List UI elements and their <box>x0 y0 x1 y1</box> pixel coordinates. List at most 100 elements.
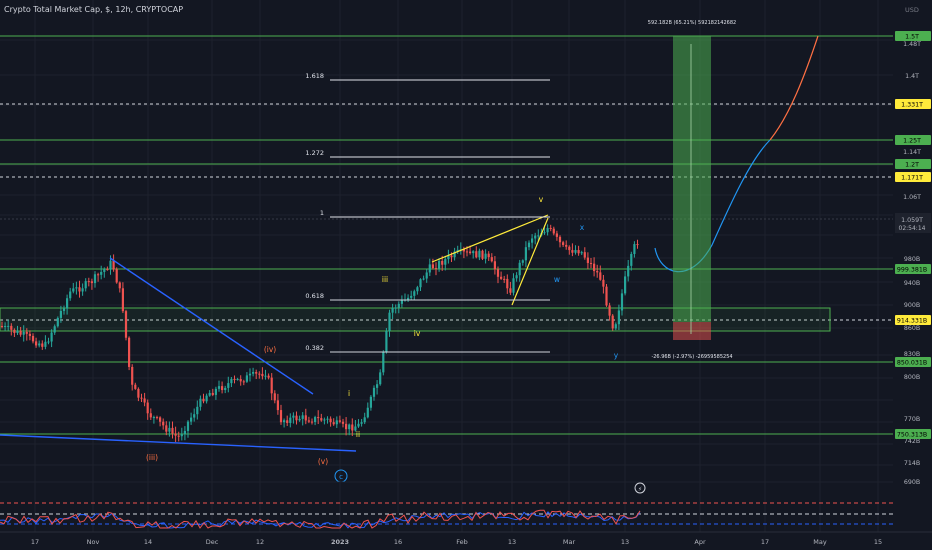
price-tag <box>895 315 931 325</box>
candle-body <box>152 417 155 419</box>
candle-body <box>369 396 372 408</box>
candle-body <box>422 278 425 280</box>
candle-body <box>571 250 574 253</box>
profit-zone <box>673 36 711 322</box>
wave-label-y: y <box>614 351 619 360</box>
candle-body <box>273 393 276 401</box>
candle-body <box>0 326 4 327</box>
candle-body <box>112 260 115 270</box>
candle-body <box>552 228 555 234</box>
candle-body <box>413 291 416 296</box>
candle-body <box>329 418 332 423</box>
candle-body <box>397 303 400 308</box>
candle-body <box>596 271 599 273</box>
lightning-glyph: ⚡ <box>638 486 642 493</box>
candle-body <box>261 373 264 377</box>
rsi-line <box>0 509 641 529</box>
candle-body <box>242 381 245 383</box>
price-tick: 742B <box>904 438 920 445</box>
wave-label-w: w <box>554 275 560 284</box>
candle-body <box>565 244 568 247</box>
candle-body <box>72 288 75 292</box>
candle-body <box>276 400 279 411</box>
candle-body <box>279 410 283 423</box>
price-tag <box>895 264 931 274</box>
candle-body <box>441 260 444 265</box>
candle-body <box>549 227 552 229</box>
candle-body <box>326 418 329 420</box>
candle-body <box>620 293 624 311</box>
candle-body <box>255 372 258 374</box>
candle-body <box>447 255 450 260</box>
date-tick: 2023 <box>331 538 349 546</box>
candle-body <box>146 402 149 414</box>
wave-label-x: x <box>580 223 585 232</box>
candle-body <box>35 341 38 346</box>
candle-body <box>428 264 431 273</box>
loss-zone <box>673 322 711 340</box>
candle-body <box>155 417 159 419</box>
candle-body <box>503 278 506 280</box>
price-tick: 1.4T <box>905 73 919 80</box>
price-tick: 940B <box>904 280 920 287</box>
candle-body <box>472 251 475 254</box>
candle-body <box>118 282 121 289</box>
candle-body <box>438 260 441 269</box>
candle-body <box>62 308 66 311</box>
candle-body <box>515 275 518 279</box>
candle-body <box>78 287 81 292</box>
projection-path-red <box>769 35 819 141</box>
price-tag-label: 850.031B <box>897 360 927 367</box>
candle-body <box>335 420 338 425</box>
candle-body <box>100 271 103 275</box>
date-tick: 12 <box>256 538 264 546</box>
candle-body <box>332 422 335 425</box>
wedge-line-upper <box>431 214 549 263</box>
price-tick: 714B <box>904 460 920 467</box>
candle-body <box>351 424 354 431</box>
candle-body <box>562 242 565 245</box>
candle-body <box>577 250 580 254</box>
candle-body <box>531 238 534 243</box>
candle-body <box>186 421 190 431</box>
price-tag-label: 1.25T <box>903 138 921 145</box>
fib-label: 0.618 <box>305 292 324 300</box>
candle-body <box>221 386 224 391</box>
price-axis[interactable]: USD1.48T1.4T1.3T1.14T1.1T1.06T1.02T980B9… <box>893 0 932 532</box>
candle-body <box>509 288 512 293</box>
candle-body <box>357 423 360 427</box>
candle-body <box>165 425 168 432</box>
candle-body <box>636 244 639 246</box>
candle-body <box>410 295 413 298</box>
candle-body <box>521 260 524 263</box>
candle-body <box>13 329 16 334</box>
candle-body <box>224 387 227 391</box>
wave-label-iv-roman: (iv) <box>264 345 276 354</box>
candle-body <box>348 424 351 430</box>
candle-body <box>227 383 230 388</box>
candle-body <box>310 421 314 423</box>
candle-body <box>230 378 233 384</box>
candle-body <box>106 269 109 271</box>
fib-label: 1.618 <box>305 72 324 80</box>
current-price-value: 1.059T <box>901 217 923 224</box>
candle-body <box>258 373 261 375</box>
date-tick: 15 <box>874 538 882 546</box>
price-tag-label: 750.313B <box>897 432 927 439</box>
candle-body <box>196 406 199 415</box>
date-tick: 17 <box>761 538 769 546</box>
candle-body <box>233 378 236 380</box>
candle-body <box>214 388 217 395</box>
candle-body <box>512 278 515 293</box>
date-tick: Feb <box>456 538 468 546</box>
candle-body <box>270 377 273 394</box>
fib-retracement[interactable]: 1.618 1.272 1 0.618 0.382 <box>305 72 550 353</box>
time-axis[interactable]: 17 Nov 14 Dec 12 2023 16 Feb 13 Mar 13 Apr 17 May 15 <box>0 531 932 546</box>
date-tick: Mar <box>563 538 576 546</box>
candle-body <box>124 311 128 338</box>
fib-label: 1 <box>320 209 324 217</box>
drawings <box>0 35 819 452</box>
candle-body <box>630 253 633 266</box>
position-tool[interactable]: 592.182B (65.21%) 592182142682 -26.96B (-… <box>648 20 736 360</box>
